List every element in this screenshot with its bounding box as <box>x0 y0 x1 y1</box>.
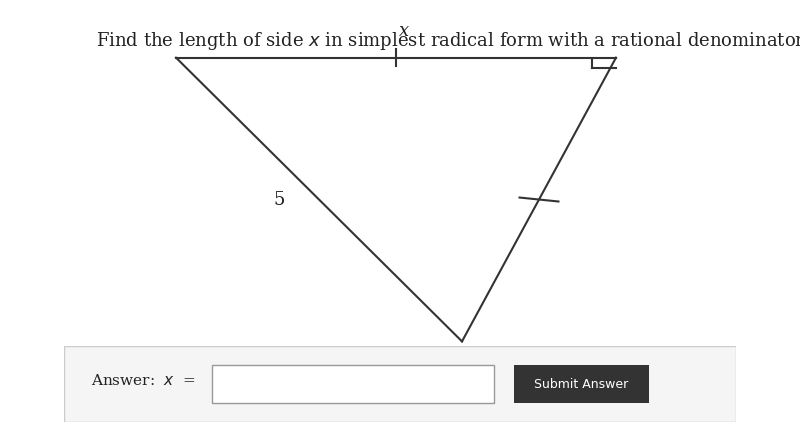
Text: x: x <box>399 22 409 41</box>
FancyBboxPatch shape <box>64 346 736 422</box>
Text: Answer:  $x$  =: Answer: $x$ = <box>91 373 196 388</box>
Text: 5: 5 <box>274 190 285 208</box>
Text: Submit Answer: Submit Answer <box>534 378 629 390</box>
FancyBboxPatch shape <box>514 365 649 403</box>
FancyBboxPatch shape <box>212 365 494 403</box>
Text: Find the length of side $x$ in simplest radical form with a rational denominator: Find the length of side $x$ in simplest … <box>96 30 800 51</box>
